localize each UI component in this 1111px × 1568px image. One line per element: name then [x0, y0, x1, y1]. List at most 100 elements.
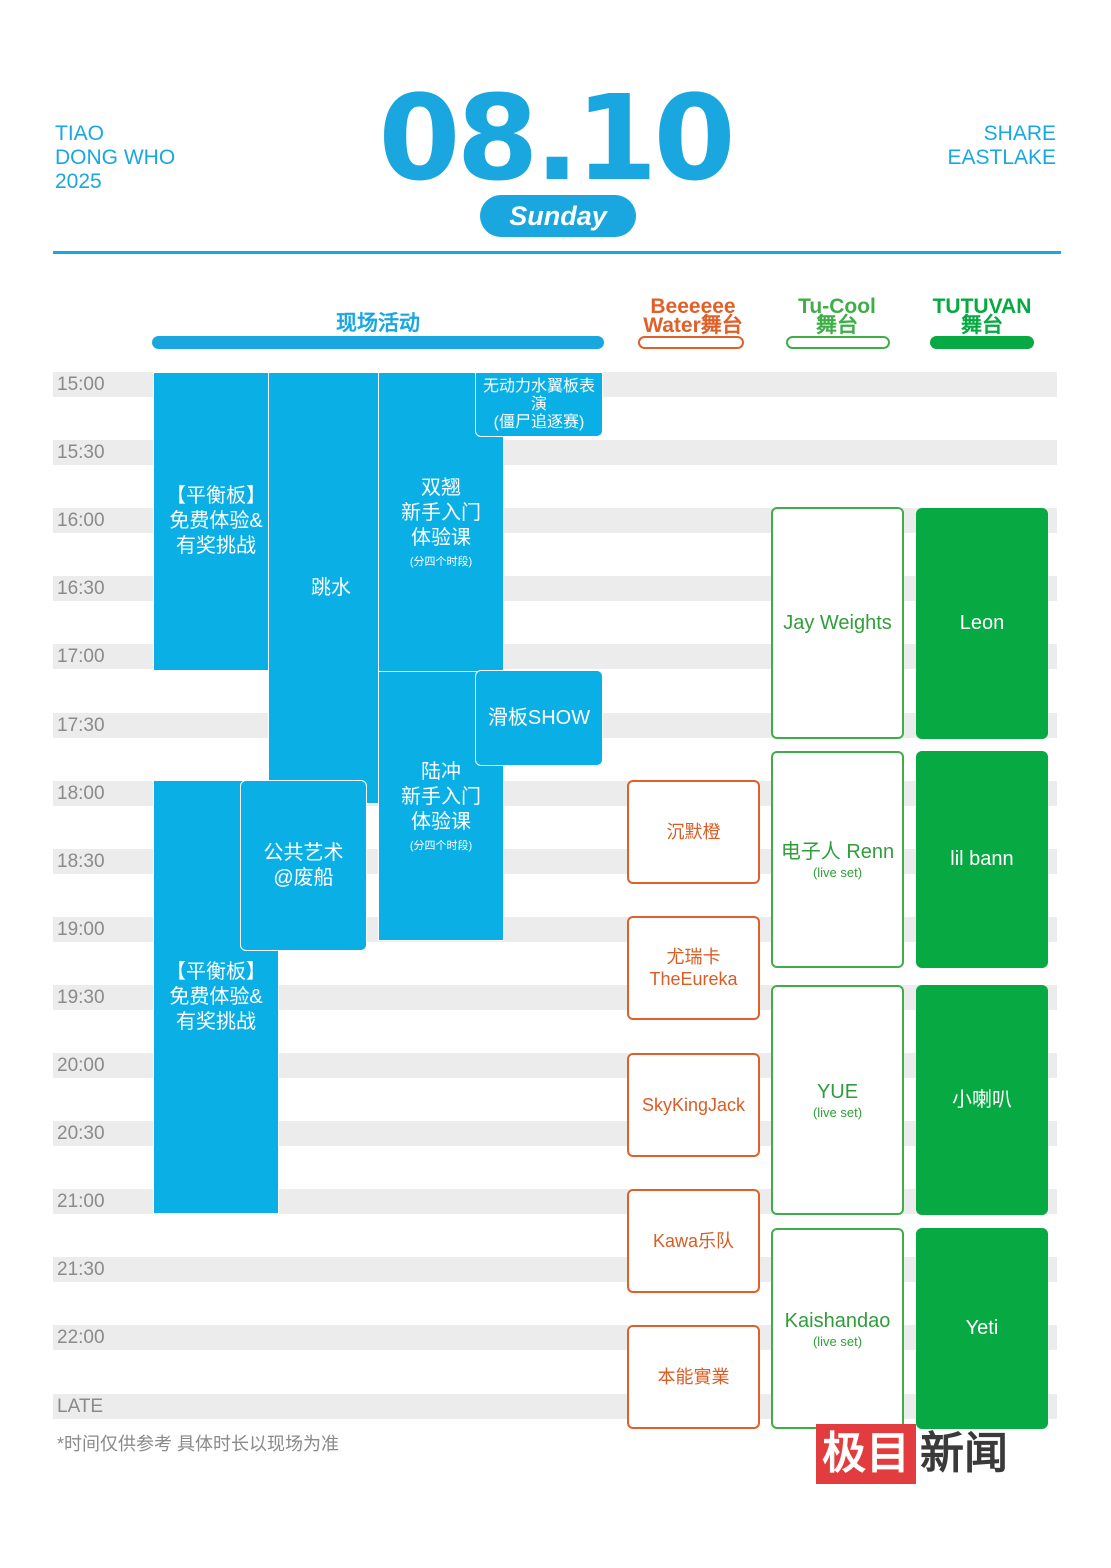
stage-tu-cool-title: Tu-Cool 舞台 — [772, 295, 902, 337]
activity-balance-board-1[interactable]: 【平衡板】 免费体验& 有奖挑战 — [153, 372, 279, 671]
brand-right-line: EASTLAKE — [947, 146, 1056, 169]
brand-left-line: 2025 — [55, 170, 102, 193]
activity-text-line: 有奖挑战 — [176, 1010, 256, 1033]
activities-column-bar — [152, 336, 604, 349]
stage2-act[interactable]: Jay Weights — [771, 507, 904, 739]
activity-skate-show[interactable]: 滑板SHOW — [475, 670, 603, 766]
act-name: Kawa乐队 — [652, 1231, 735, 1251]
stage-title-line: Beeeeee — [650, 295, 736, 318]
stage-tutuvan-bar — [930, 336, 1034, 349]
activity-text-line: 滑板SHOW — [487, 706, 591, 729]
stage1-act[interactable]: 沉默橙 — [627, 780, 760, 884]
activity-text-line: 体验课 — [411, 810, 471, 833]
time-label: 15:00 — [57, 374, 105, 395]
stage-title-line: Water舞台 — [643, 314, 743, 337]
stage3-act[interactable]: Yeti — [916, 1228, 1048, 1429]
activity-diving[interactable]: 跳水 — [268, 372, 394, 804]
event-date: 08.10 — [378, 69, 735, 207]
day-badge: Sunday — [480, 195, 636, 237]
time-label: 15:30 — [57, 442, 105, 463]
act-name: Jay Weights — [783, 611, 892, 634]
act-name: Yeti — [965, 1317, 999, 1339]
activity-text-line: 免费体验& — [169, 510, 263, 532]
time-row-band — [53, 1394, 1057, 1419]
stage3-act[interactable]: Leon — [916, 508, 1048, 739]
act-name: Leon — [959, 612, 1005, 634]
activity-text-line: 【平衡板】 — [166, 485, 266, 507]
time-row-band — [53, 1325, 1057, 1350]
time-row-band — [53, 1257, 1057, 1282]
act-name: 沉默橙 — [666, 822, 721, 842]
activity-text-line: 跳水 — [311, 576, 351, 599]
stage1-act[interactable]: 本能實業 — [627, 1325, 760, 1429]
activity-public-art[interactable]: 公共艺术 @废船 — [240, 780, 367, 951]
activity-text-line: (僵尸追逐赛) — [493, 413, 585, 431]
act-name: 小喇叭 — [952, 1088, 1012, 1111]
watermark-text: 新闻 — [920, 1428, 1008, 1479]
stage3-act[interactable]: 小喇叭 — [916, 985, 1048, 1215]
watermark-mark: 极目 — [816, 1424, 916, 1484]
stage3-act[interactable]: lil bann — [916, 751, 1048, 968]
activity-hydrofoil-show[interactable]: 无动力水翼板表演 (僵尸追逐赛) — [475, 372, 603, 437]
activity-text-line: @废船 — [273, 866, 334, 889]
stage1-act[interactable]: 尤瑞卡 TheEureka — [627, 916, 760, 1020]
activity-note: (分四个时段) — [409, 839, 473, 852]
stage-beeeeee-water-bar — [638, 336, 744, 349]
stage2-act[interactable]: YUE (live set) — [771, 985, 904, 1215]
time-label: 17:00 — [57, 646, 105, 667]
act-name: YUE — [816, 1081, 859, 1103]
time-label: LATE — [57, 1396, 104, 1417]
activity-text-line: 体验课 — [411, 526, 471, 549]
brand-left-line: DONG WHO — [55, 146, 176, 169]
activity-text-line: 公共艺术 — [263, 841, 344, 864]
brand-left: TIAO DONG WHO 2025 — [55, 122, 175, 194]
brand-right-line: SHARE — [983, 122, 1056, 145]
activity-text-line: 双翘 — [421, 476, 461, 499]
watermark-logo: 极目 新闻 — [816, 1424, 1008, 1484]
brand-right: SHARE EASTLAKE — [947, 122, 1056, 170]
act-note: (live set) — [812, 1333, 863, 1349]
act-name: Kaishandao — [784, 1309, 891, 1332]
activities-column-title: 现场活动 — [336, 312, 420, 335]
activity-text-line: 新手入门 — [401, 501, 481, 524]
stage-beeeeee-water-title: Beeeeee Water舞台 — [628, 295, 758, 337]
time-label: 16:00 — [57, 510, 105, 531]
activity-text-line: 新手入门 — [401, 785, 481, 808]
time-label: 18:00 — [57, 783, 105, 804]
act-name: 电子人 Renn — [780, 840, 895, 863]
stage-tu-cool-bar — [786, 336, 890, 349]
stage-tutuvan-title: TUTUVAN 舞台 — [910, 295, 1054, 336]
time-label: 17:30 — [57, 715, 105, 736]
time-label: 19:00 — [57, 919, 105, 940]
brand-left-line: TIAO — [55, 122, 105, 145]
activity-text-line: 有奖挑战 — [176, 535, 256, 557]
activity-text-line: 免费体验& — [169, 985, 263, 1008]
footer-note: *时间仅供参考 具体时长以现场为准 — [57, 1434, 340, 1454]
stage-title-line: Tu-Cool — [798, 295, 876, 318]
act-name: 尤瑞卡 — [666, 947, 721, 967]
act-name: lil bann — [950, 848, 1014, 870]
header-divider — [53, 251, 1061, 254]
time-label: 18:30 — [57, 851, 105, 872]
time-label: 19:30 — [57, 987, 105, 1008]
stage1-act[interactable]: Kawa乐队 — [627, 1189, 760, 1293]
stage2-act[interactable]: Kaishandao (live set) — [771, 1228, 904, 1429]
time-label: 16:30 — [57, 578, 105, 599]
time-label: 22:00 — [57, 1327, 105, 1348]
act-name: 本能實業 — [657, 1367, 730, 1387]
act-note: (live set) — [812, 864, 863, 880]
activity-text-line: 陆冲 — [421, 760, 461, 783]
time-label: 20:30 — [57, 1123, 105, 1144]
act-note: (live set) — [812, 1105, 863, 1120]
activity-note: (分四个时段) — [409, 555, 473, 568]
time-label: 21:30 — [57, 1259, 105, 1280]
activity-text-line: 【平衡板】 — [166, 960, 266, 983]
activity-text-line: 无动力水翼板表演 — [482, 377, 595, 413]
stage-title-line: 舞台 — [816, 314, 858, 337]
stage-title-line: TUTUVAN — [932, 295, 1032, 318]
act-name: TheEureka — [649, 969, 738, 989]
time-label: 21:00 — [57, 1191, 105, 1212]
act-name: SkyKingJack — [641, 1095, 746, 1115]
stage2-act[interactable]: 电子人 Renn (live set) — [771, 751, 904, 968]
stage1-act[interactable]: SkyKingJack — [627, 1053, 760, 1157]
